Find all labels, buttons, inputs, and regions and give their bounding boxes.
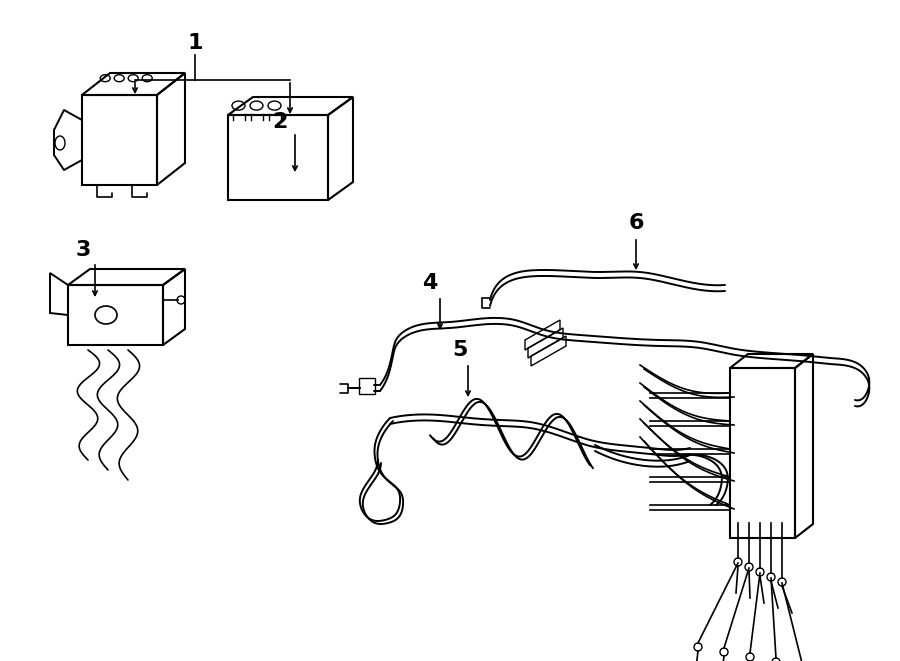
Text: 1: 1 <box>187 33 202 53</box>
Text: 2: 2 <box>273 112 288 132</box>
Text: 3: 3 <box>76 240 91 260</box>
Text: 4: 4 <box>422 273 437 293</box>
Text: 5: 5 <box>453 340 468 360</box>
Text: 6: 6 <box>628 213 644 233</box>
